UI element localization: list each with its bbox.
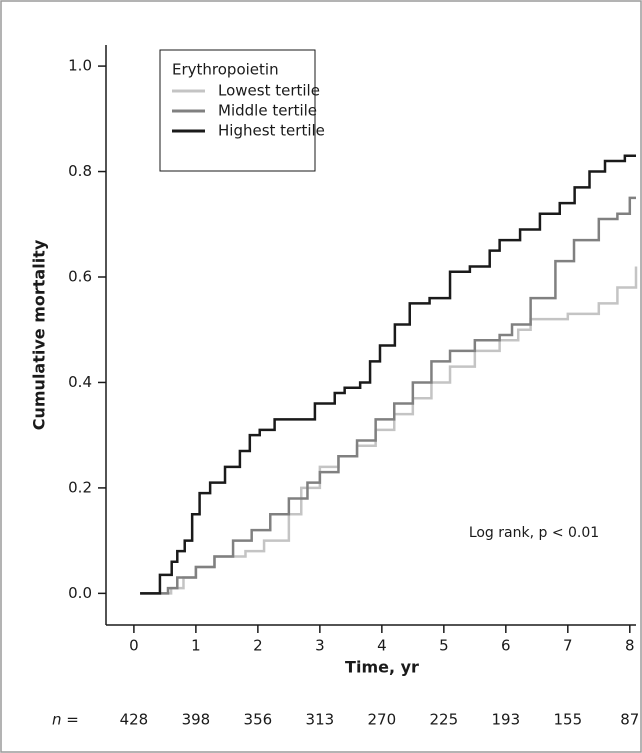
x-tick-label: 5 (439, 637, 449, 655)
x-axis-label: Time, yr (345, 658, 419, 677)
legend-label: Highest tertile (218, 122, 325, 140)
at-risk-count: 428 (120, 711, 149, 729)
legend-label: Middle tertile (218, 102, 317, 120)
y-tick-label: 0.2 (68, 478, 92, 496)
at-risk-count: 356 (244, 711, 273, 729)
at-risk-count: 398 (182, 711, 211, 729)
x-tick-label: 7 (563, 637, 573, 655)
legend-title: Erythropoietin (172, 61, 279, 79)
x-tick-label: 1 (191, 637, 201, 655)
annotation: Log rank, p < 0.01 (469, 525, 599, 541)
y-tick-label: 0.4 (68, 373, 92, 391)
x-tick-label: 3 (315, 637, 325, 655)
at-risk-label: n = (52, 711, 79, 729)
survival-curve (140, 154, 636, 595)
y-tick-label: 0.0 (68, 584, 92, 602)
at-risk-count: 313 (306, 711, 335, 729)
at-risk-count: 270 (368, 711, 397, 729)
legend-label: Lowest tertile (218, 82, 320, 100)
at-risk-count: 193 (492, 711, 521, 729)
x-tick-label: 6 (501, 637, 511, 655)
x-tick-label: 0 (129, 637, 139, 655)
at-risk-count: 87 (620, 711, 639, 729)
survival-curve (140, 196, 636, 595)
at-risk-count: 225 (430, 711, 459, 729)
x-tick-label: 2 (253, 637, 263, 655)
x-tick-label: 4 (377, 637, 387, 655)
x-tick-label: 8 (625, 637, 635, 655)
y-tick-label: 0.6 (68, 268, 92, 286)
y-tick-label: 0.8 (68, 162, 92, 180)
y-axis-label: Cumulative mortality (30, 239, 49, 430)
y-tick-label: 1.0 (68, 57, 92, 75)
at-risk-count: 155 (553, 711, 582, 729)
